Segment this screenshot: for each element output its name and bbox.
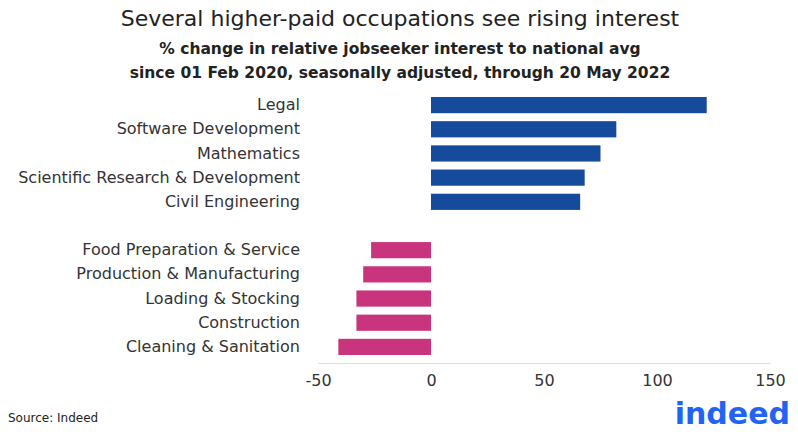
- y-tick: Food Preparation & Service: [82, 240, 318, 259]
- x-tick-label: 50: [534, 371, 554, 390]
- y-tick: Civil Engineering: [165, 192, 318, 211]
- y-tick: Legal: [257, 95, 318, 114]
- y-tick: Mathematics: [197, 144, 318, 163]
- x-tick: -50: [305, 363, 331, 390]
- bars: [338, 97, 706, 355]
- bar: [431, 121, 616, 137]
- source: Source: Indeed: [8, 411, 98, 425]
- y-axis: Legal Software Development Mathematics Scie…: [18, 95, 318, 356]
- x-tick: 100: [642, 363, 673, 390]
- bar: [356, 290, 431, 306]
- y-tick-label: Mathematics: [197, 144, 300, 163]
- title: Several higher-paid occupations see risi…: [121, 6, 680, 31]
- y-tick: Production & Manufacturing: [76, 264, 318, 283]
- bar: [431, 170, 585, 186]
- y-tick-label: Food Preparation & Service: [82, 240, 300, 259]
- x-axis: -50 0 50 100 150: [305, 363, 785, 390]
- logo: indeed: [675, 396, 790, 431]
- bar: [356, 315, 431, 331]
- y-tick: Loading & Stocking: [145, 289, 318, 308]
- y-tick-label: Software Development: [117, 119, 300, 138]
- x-tick-label: 100: [642, 371, 673, 390]
- y-tick: Cleaning & Sanitation: [126, 337, 318, 356]
- subtitle: % change in relative jobseeker interest …: [159, 40, 640, 58]
- bar: [431, 97, 707, 113]
- y-tick-label: Cleaning & Sanitation: [126, 337, 300, 356]
- y-tick: Scientific Research & Development: [18, 168, 318, 187]
- y-tick-label: Loading & Stocking: [145, 289, 300, 308]
- x-tick-label: -50: [305, 371, 331, 390]
- bar: [431, 145, 601, 161]
- y-tick-label: Production & Manufacturing: [76, 264, 300, 283]
- x-tick: 50: [534, 363, 554, 390]
- y-tick-label: Civil Engineering: [165, 192, 300, 211]
- chart: Several higher-paid occupations see risi…: [0, 0, 798, 437]
- y-tick: Software Development: [117, 119, 318, 138]
- x-tick: 150: [755, 363, 786, 390]
- y-tick-label: Legal: [257, 95, 300, 114]
- x-tick-label: 150: [755, 371, 786, 390]
- x-axis-line: [319, 363, 771, 364]
- bar: [431, 194, 580, 210]
- x-tick: 0: [426, 363, 436, 390]
- bar: [338, 339, 431, 355]
- y-tick-label: Scientific Research & Development: [18, 168, 300, 187]
- y-tick: Construction: [198, 313, 318, 332]
- bar: [363, 266, 431, 282]
- bar: [371, 242, 431, 258]
- subtitle: since 01 Feb 2020, seasonally adjusted, …: [130, 64, 670, 82]
- x-tick-label: 0: [426, 371, 436, 390]
- y-tick-label: Construction: [198, 313, 300, 332]
